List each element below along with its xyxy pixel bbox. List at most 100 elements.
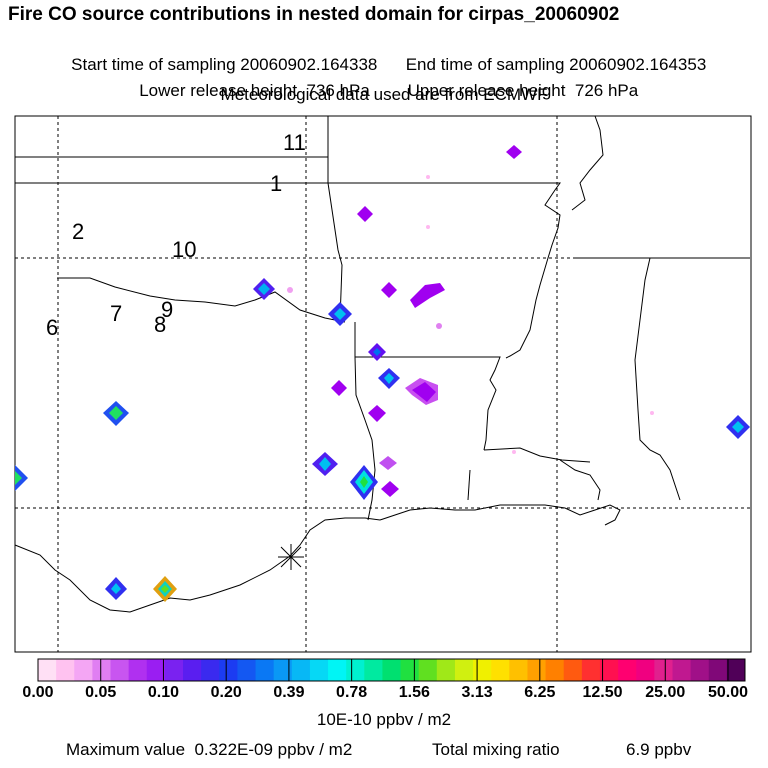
colorbar-cell bbox=[92, 659, 112, 681]
colorbar-cell bbox=[291, 659, 311, 681]
spot bbox=[410, 283, 445, 308]
colorbar-cell bbox=[436, 659, 456, 681]
colorbar-cell bbox=[328, 659, 347, 681]
total-mixing-label: Total mixing ratio bbox=[432, 740, 560, 759]
colorbar-tick-label: 3.13 bbox=[461, 684, 493, 701]
colorbar-cell bbox=[364, 659, 383, 681]
met-data-note: Meteorological data used are from ECMWF bbox=[220, 85, 548, 104]
time-label-2: 2 bbox=[72, 219, 84, 244]
colorbar-tick-label: 50.00 bbox=[707, 684, 749, 701]
spot bbox=[384, 373, 394, 384]
colorbar-tick-label: 12.50 bbox=[582, 684, 623, 701]
max-value: Maximum value 0.322E-09 ppbv / m2 bbox=[66, 740, 353, 759]
spot bbox=[506, 145, 522, 159]
spot bbox=[357, 206, 373, 222]
spot bbox=[412, 382, 436, 402]
colorbar-cell bbox=[672, 659, 692, 681]
colorbar-cell bbox=[38, 659, 57, 681]
colorbar-cell bbox=[128, 659, 148, 681]
colorbar-cell bbox=[545, 659, 565, 681]
spot bbox=[650, 411, 654, 415]
colorbar-cell bbox=[273, 659, 293, 681]
time-label-10: 10 bbox=[172, 237, 196, 262]
coastline bbox=[14, 459, 621, 613]
release-point-marker bbox=[278, 544, 304, 570]
spot bbox=[379, 456, 397, 470]
colorbar-cell bbox=[636, 659, 655, 681]
spot bbox=[381, 481, 399, 497]
colorbar-unit: 10E-10 ppbv / m2 bbox=[316, 710, 452, 729]
spot bbox=[381, 282, 397, 298]
colorbar-cell bbox=[400, 659, 420, 681]
colorbar-cell bbox=[527, 659, 547, 681]
colorbar-cell bbox=[74, 659, 93, 681]
source-spots bbox=[15, 145, 750, 602]
time-label-7: 7 bbox=[110, 301, 122, 326]
release-heights: Lower release height 736 hPa Upper relea… bbox=[0, 61, 768, 101]
spot bbox=[360, 476, 368, 488]
map-frame bbox=[14, 115, 752, 653]
start-time: Start time of sampling 20060902.164338 bbox=[71, 55, 378, 74]
time-label-6: 6 bbox=[46, 315, 58, 340]
colorbar-cell bbox=[618, 659, 637, 681]
colorbar-cell bbox=[491, 659, 510, 681]
time-label-8: 8 bbox=[154, 312, 166, 337]
colorbar-cell bbox=[146, 659, 166, 681]
colorbar-cell bbox=[183, 659, 202, 681]
color-bar bbox=[37, 658, 746, 682]
colorbar-tick-label: 25.00 bbox=[645, 684, 686, 701]
colorbar-cell bbox=[654, 659, 673, 681]
spot bbox=[111, 583, 121, 594]
colorbar-cell bbox=[110, 659, 130, 681]
colorbar-tick-label: 6.25 bbox=[524, 684, 556, 701]
colorbar-cell bbox=[473, 659, 492, 681]
spot bbox=[161, 585, 169, 593]
colorbar-cell bbox=[201, 659, 220, 681]
colorbar-cell bbox=[563, 659, 583, 681]
colorbar-tick-label: 0.05 bbox=[85, 684, 117, 701]
colorbar-cell bbox=[346, 659, 365, 681]
end-time: End time of sampling 20060902.164353 bbox=[405, 55, 707, 74]
time-label-9: 9 bbox=[161, 297, 173, 322]
spot bbox=[426, 175, 430, 179]
colorbar-tick-label: 1.56 bbox=[398, 684, 430, 701]
colorbar-cell bbox=[581, 659, 601, 681]
spot bbox=[426, 225, 430, 229]
spot bbox=[436, 323, 442, 329]
colorbar-cell bbox=[164, 659, 184, 681]
state-borders bbox=[15, 115, 750, 521]
colorbar-cell bbox=[509, 659, 528, 681]
time-label-1: 1 bbox=[270, 171, 282, 196]
colorbar-cell bbox=[726, 659, 746, 681]
lower-release-height: Lower release height 736 hPa bbox=[139, 81, 370, 100]
colorbar-cell bbox=[418, 659, 438, 681]
spot bbox=[15, 471, 22, 485]
upper-release-height: Upper release height 726 hPa bbox=[407, 81, 639, 100]
spot bbox=[258, 283, 270, 295]
colorbar-cell bbox=[255, 659, 275, 681]
spot bbox=[319, 457, 331, 471]
colorbar-cell bbox=[599, 659, 619, 681]
spot bbox=[368, 405, 386, 422]
colorbar-tick-label: 0.20 bbox=[210, 684, 242, 701]
colorbar-cell bbox=[454, 659, 474, 681]
time-label-11: 11 bbox=[283, 130, 306, 155]
colorbar-cell bbox=[56, 659, 75, 681]
colorbar-tick-label: 0.39 bbox=[273, 684, 305, 701]
colorbar-tick-label: 0.00 bbox=[22, 684, 54, 701]
colorbar-cell bbox=[219, 659, 238, 681]
colorbar-cell bbox=[237, 659, 257, 681]
colorbar-cell bbox=[309, 659, 329, 681]
spot bbox=[373, 348, 381, 356]
map-title: Fire CO source contributions in nested d… bbox=[8, 4, 620, 25]
colorbar-tick-label: 0.10 bbox=[147, 684, 180, 701]
spot bbox=[334, 308, 346, 320]
colorbar-cell bbox=[690, 659, 710, 681]
spot bbox=[331, 380, 347, 396]
spot bbox=[109, 406, 123, 420]
spot bbox=[512, 450, 516, 454]
colorbar-tick-label: 0.78 bbox=[336, 684, 368, 701]
colorbar-cell bbox=[382, 659, 402, 681]
spot bbox=[732, 421, 744, 433]
